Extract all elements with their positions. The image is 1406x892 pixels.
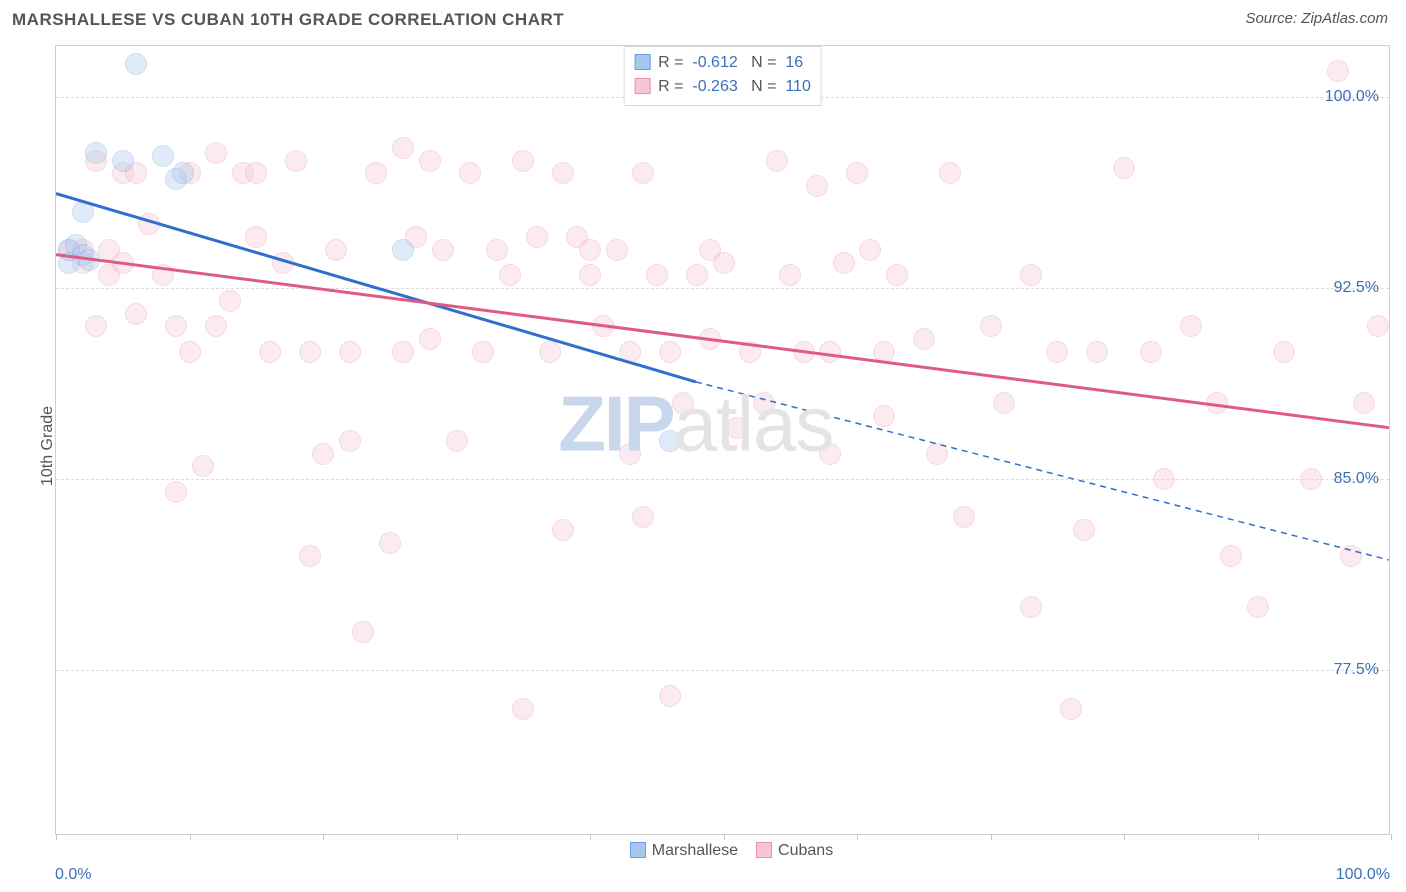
- x-tick: [457, 834, 458, 840]
- chart-title: MARSHALLESE VS CUBAN 10TH GRADE CORRELAT…: [12, 10, 564, 30]
- legend-swatch: [630, 842, 646, 858]
- x-tick: [590, 834, 591, 840]
- n-value: 16: [785, 54, 803, 71]
- trend-line-dashed: [696, 382, 1389, 560]
- chart-container: MARSHALLESE VS CUBAN 10TH GRADE CORRELAT…: [0, 0, 1406, 892]
- legend-swatch: [756, 842, 772, 858]
- source-label: Source: ZipAtlas.com: [1245, 10, 1388, 27]
- x-tick: [1124, 834, 1125, 840]
- legend-swatch: [634, 78, 650, 94]
- x-tick: [323, 834, 324, 840]
- x-tick: [1258, 834, 1259, 840]
- trend-lines: [56, 46, 1389, 835]
- x-tick: [1391, 834, 1392, 840]
- stats-legend: R = -0.612 N = 16R = -0.263 N = 110: [623, 46, 822, 106]
- legend-swatch: [634, 54, 650, 70]
- stats-row: R = -0.612 N = 16: [634, 51, 811, 75]
- x-tick: [857, 834, 858, 840]
- x-axis-max-label: 100.0%: [1336, 866, 1390, 884]
- trend-line-solid: [56, 194, 696, 382]
- plot-area: 77.5%85.0%92.5%100.0% ZIPatlas R = -0.61…: [55, 45, 1390, 835]
- x-tick: [56, 834, 57, 840]
- legend-label: Marshallese: [652, 842, 738, 859]
- n-value: 110: [785, 78, 811, 95]
- x-tick: [190, 834, 191, 840]
- legend-label: Cubans: [778, 842, 833, 859]
- x-tick: [724, 834, 725, 840]
- r-value: -0.612: [692, 54, 737, 71]
- stats-row: R = -0.263 N = 110: [634, 75, 811, 99]
- bottom-legend: Marshallese Cubans: [55, 842, 1390, 860]
- r-value: -0.263: [692, 78, 737, 95]
- x-axis-min-label: 0.0%: [55, 866, 91, 884]
- trend-line-solid: [56, 255, 1389, 428]
- x-tick: [991, 834, 992, 840]
